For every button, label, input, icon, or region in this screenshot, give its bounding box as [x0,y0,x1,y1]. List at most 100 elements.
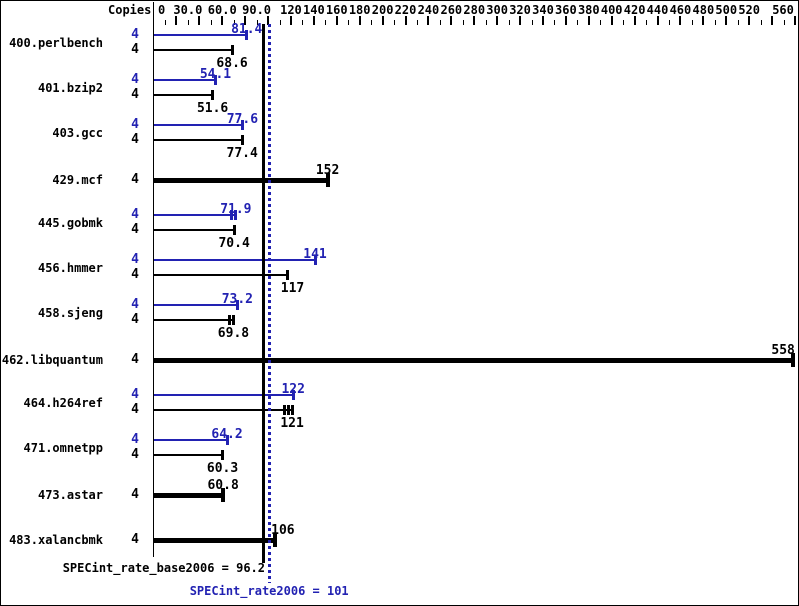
bar-end-cap [272,533,277,547]
single-value-label: 558 [771,343,795,358]
axis-tick [794,16,796,25]
axis-tick [771,16,773,25]
axis-tick [600,20,601,25]
axis-tick-label: 440 [646,3,669,17]
copies-value: 4 [131,297,139,312]
axis-tick [427,16,429,25]
peak-bar [154,124,243,126]
axis-tick [611,16,613,25]
benchmark-label: 464.h264ref [23,396,103,410]
single-bar [154,178,328,183]
copies-value: 4 [131,267,139,282]
copies-value: 4 [131,87,139,102]
bar-end-cap [790,353,795,367]
bar-end-cap [230,210,234,220]
axis-tick-label: 480 [692,3,715,17]
peak-value-label: 77.6 [226,112,259,127]
bar-end-cap [290,405,294,415]
base-value-label: 70.4 [218,236,250,251]
axis-tick [348,20,349,25]
axis-tick [280,20,281,25]
copies-value: 4 [131,387,139,402]
bar-end-cap [240,120,244,130]
bar-end-cap [325,173,330,187]
base-bar [154,274,288,276]
copies-value: 4 [131,402,139,417]
bar-end-cap [221,450,225,460]
axis-tick [565,16,567,25]
base-value-label: 51.6 [196,101,229,116]
benchmark-label: 473.astar [37,488,103,502]
bar-end-cap [232,225,236,235]
peak-bar [154,394,294,396]
base-value-label: 69.8 [217,326,250,341]
base-value-label: 77.4 [226,146,258,161]
axis-tick [267,16,269,25]
base-bar [154,454,223,456]
single-value-label: 152 [315,163,340,178]
axis-tick-label: 500 [715,3,738,17]
benchmark-label: 445.gobmk [37,216,103,230]
copies-value: 4 [131,487,139,502]
bar-end-cap [235,300,239,310]
axis-tick [542,16,544,25]
base-value-label: 117 [280,281,305,296]
axis-tick-label: 260 [440,3,463,17]
axis-tick [198,16,200,25]
axis-tick [313,16,315,25]
copies-value: 4 [131,352,139,367]
bar-end-cap [291,390,295,400]
copies-value: 4 [131,432,139,447]
peak-bar [154,79,216,81]
axis-tick [371,20,372,25]
peak-value-label: 81.4 [231,22,263,37]
axis-tick [290,16,292,25]
axis-tick [509,20,510,25]
axis-tick [738,20,739,25]
peak-mean-line [268,24,272,583]
axis-tick [519,16,521,25]
axis-tick-label: 120 [280,3,302,17]
base-bar [154,49,233,51]
axis-tick [463,20,464,25]
peak-value-label: 54.1 [199,67,232,82]
axis-tick-label: 140 [303,3,325,17]
peak-bar [154,439,228,441]
benchmark-label: 401.bzip2 [37,81,103,95]
axis-tick-label: 60.0 [207,3,237,17]
axis-tick [382,16,384,25]
axis-tick-label: 400 [600,3,623,17]
peak-value-label: 64.2 [211,427,243,442]
copies-value: 4 [131,207,139,222]
axis-tick [188,20,189,25]
axis-tick [532,20,533,25]
axis-tick [244,16,246,25]
axis-tick [588,16,590,25]
peak-mean-result-text: SPECint_rate2006 = 101 [189,584,349,598]
axis-tick [450,16,452,25]
axis-tick [784,20,785,25]
peak-value-label: 73.2 [221,292,253,307]
bar-end-cap [227,315,231,325]
copies-value: 4 [131,72,139,87]
copies-value: 4 [131,312,139,327]
base-mean-line [262,24,266,563]
axis-tick-label: 220 [394,3,417,17]
peak-value-label: 71.9 [220,202,252,217]
axis-tick [234,20,235,25]
axis-tick [761,20,762,25]
benchmark-label: 471.omnetpp [23,441,103,455]
peak-bar [154,214,236,216]
axis-tick-label: 240 [417,3,440,17]
bar-end-cap [245,30,249,40]
bar-end-cap [231,315,235,325]
axis-tick-label: 300 [486,3,508,17]
copies-column-header: Copies [108,3,152,17]
axis-tick-label: 560 [772,3,794,17]
benchmark-label: 462.libquantum [1,353,103,367]
axis-tick-label: 340 [532,3,554,17]
axis-tick-label: 380 [577,3,600,17]
axis-tick [623,20,624,25]
single-value-label: 60.8 [207,478,239,493]
benchmark-label: 483.xalancbmk [9,533,103,547]
